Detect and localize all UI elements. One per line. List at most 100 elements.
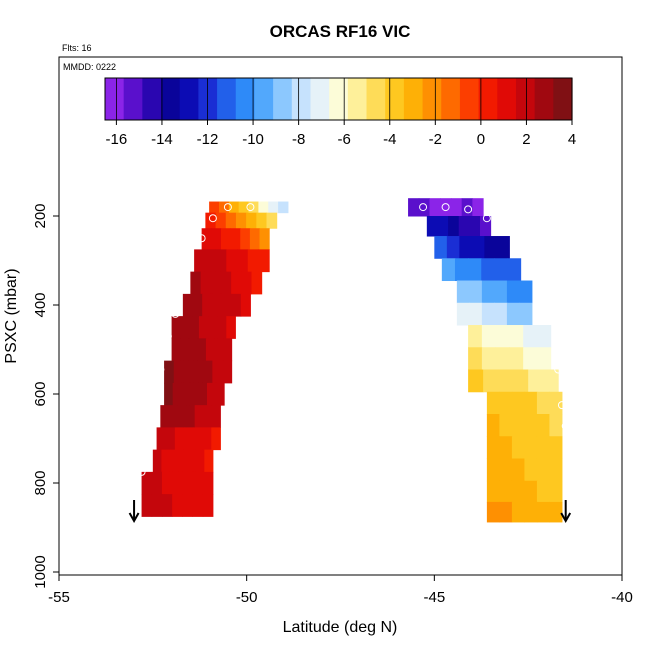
right-profile-cell: [498, 369, 514, 393]
left-profile-cell: [228, 201, 240, 214]
left-profile-cell: [266, 212, 278, 229]
date-label: MMDD: 0222: [63, 62, 116, 72]
left-profile-cell: [177, 405, 187, 428]
right-profile-cell: [483, 369, 499, 393]
colorbar-swatch: [515, 78, 536, 120]
left-profile-cell: [251, 271, 263, 295]
right-profile-cell: [506, 302, 520, 326]
colorbar-swatch: [291, 78, 312, 120]
left-profile-cell: [193, 427, 203, 451]
right-profile-cell: [536, 414, 550, 437]
left-profile-cell: [211, 228, 222, 250]
left-profile-marker: [171, 309, 180, 318]
left-profile-cell: [231, 293, 242, 317]
right-profile-cell: [543, 369, 559, 393]
x-tick-label: -45: [423, 589, 445, 606]
flights-label: Flts: 16: [62, 43, 92, 53]
left-profile-cell: [256, 212, 268, 229]
left-profile-cell: [202, 471, 214, 495]
left-profile-cell: [188, 338, 198, 362]
plot-frame: [58, 56, 623, 576]
right-profile-cell: [528, 369, 544, 393]
right-profile-cell: [486, 436, 500, 460]
right-profile-cell: [448, 216, 460, 237]
left-profile-cell: [238, 201, 250, 214]
left-profile-cell: [180, 316, 191, 339]
right-profile-cell: [486, 458, 500, 482]
y-axis: 200 400 600 800 1000: [32, 203, 59, 589]
left-direction-arrow-head: [128, 512, 140, 524]
left-profile-cell: [259, 228, 270, 250]
left-profile-cell: [223, 338, 233, 362]
right-profile-cell: [519, 302, 533, 326]
left-profile-cell: [240, 293, 251, 317]
left-profile-marker: [141, 445, 150, 454]
right-profile-cell: [468, 325, 483, 348]
right-profile-cell: [511, 480, 525, 503]
x-axis: -55 -50 -45 -40: [48, 575, 633, 606]
right-profile-cell: [437, 216, 449, 237]
x-axis-label: Latitude (deg N): [283, 619, 398, 636]
left-profile-cell: [215, 249, 227, 273]
direction-arrows: [128, 500, 572, 524]
left-profile-cell: [169, 449, 180, 473]
right-profile-cell: [458, 216, 470, 237]
colorbar-swatch: [478, 78, 498, 120]
left-profile-marker: [197, 234, 206, 243]
data-markers: [130, 203, 570, 509]
left-profile-cell: [202, 293, 213, 317]
right-profile-cell: [549, 391, 563, 415]
left-profile-cell: [204, 449, 214, 473]
right-profile-cell: [429, 198, 441, 217]
left-profile-cell: [210, 271, 222, 295]
right-profile-cell: [441, 258, 456, 282]
colorbar-tick-label: -8: [292, 131, 305, 148]
colorbar-tick-label: -10: [242, 131, 264, 148]
colorbar-swatch: [235, 78, 256, 120]
colorbar-swatch: [161, 78, 181, 120]
right-profile-cell: [481, 347, 497, 371]
colorbar-swatch: [422, 78, 442, 120]
left-profile-cell: [183, 360, 194, 384]
right-profile-cell: [418, 198, 430, 217]
right-profile-cell: [509, 325, 524, 348]
left-profile-cell: [183, 427, 194, 451]
right-profile-cell: [446, 236, 460, 259]
right-profile-cell: [450, 198, 463, 217]
left-profile-cell: [190, 271, 202, 295]
left-profile-marker: [145, 412, 154, 421]
left-profile-cell: [168, 405, 178, 428]
left-profile-cell: [186, 405, 196, 428]
left-profile-cell: [202, 494, 214, 517]
colorbar-swatch: [179, 78, 199, 120]
right-profile-cell: [440, 198, 452, 217]
left-profile-marker: [163, 332, 172, 341]
x-tick-label: -40: [611, 589, 633, 606]
left-profile-cell: [141, 494, 153, 517]
left-profile-cell: [221, 293, 232, 317]
left-profile-cell: [200, 271, 212, 295]
colorbar-swatch: [310, 78, 330, 120]
colorbar-tick-label: -6: [338, 131, 351, 148]
right-profile-cell: [523, 325, 538, 348]
left-profile-cell: [171, 316, 182, 339]
right-profile-cell: [536, 436, 550, 460]
right-direction-arrow-head: [560, 512, 572, 524]
y-tick-label: 200: [32, 203, 49, 228]
left-profile-cell: [171, 338, 181, 362]
left-profile-cell: [258, 249, 270, 273]
right-profile-cell: [511, 458, 525, 482]
right-profile-cell: [549, 501, 563, 523]
right-profile-cell: [468, 347, 483, 371]
left-profile-cell: [217, 316, 227, 339]
left-profile-cell: [197, 338, 207, 362]
right-profile-cell: [506, 280, 520, 304]
right-profile-cell: [486, 391, 500, 415]
colorbar-tick-label: 4: [568, 131, 576, 148]
right-profile-cell: [480, 216, 492, 237]
right-profile-cell: [511, 436, 525, 460]
left-profile-cell: [225, 212, 237, 229]
right-profile-cell: [524, 501, 538, 523]
right-profile-cell: [499, 480, 513, 503]
left-profile-cell: [192, 471, 204, 495]
